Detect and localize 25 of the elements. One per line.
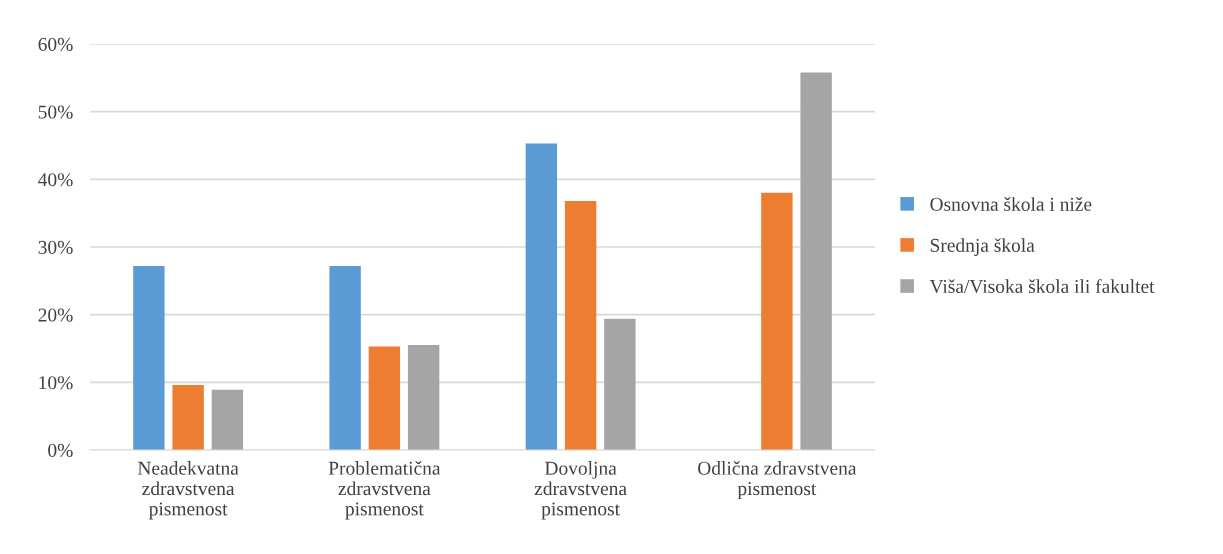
bar	[407, 345, 440, 450]
bar	[368, 346, 401, 450]
y-tick-label: 0%	[48, 443, 73, 457]
y-tick-label: 50%	[38, 105, 73, 119]
bar	[211, 389, 244, 450]
y-tick-label: 40%	[38, 173, 73, 187]
y-tick-label: 20%	[38, 308, 73, 322]
y-tick-label: 10%	[39, 376, 73, 390]
bar	[761, 192, 793, 450]
bar	[800, 72, 832, 450]
bar	[172, 385, 204, 450]
legend-label: Viša/Visoka škola ili fakultet	[929, 279, 1155, 294]
x-tick-label: Dovoljna zdravstvena pismenost	[534, 461, 627, 520]
bar	[133, 265, 165, 450]
x-tick-label: Neadekvatna zdravstvena pismenost	[137, 461, 239, 520]
x-tick-label: Problematična zdravstvena pismenost	[328, 461, 441, 520]
x-tick-label: Odlična zdravstvena pismenost	[698, 461, 857, 500]
bar	[604, 318, 636, 450]
y-tick-label: 60%	[38, 37, 73, 51]
legend-label: Srednja škola	[930, 238, 1035, 256]
y-tick-label: 30%	[38, 240, 73, 254]
bar	[564, 200, 597, 450]
legend-label: Osnovna škola i niže	[930, 197, 1092, 211]
bar	[329, 265, 361, 450]
bar	[525, 143, 558, 450]
